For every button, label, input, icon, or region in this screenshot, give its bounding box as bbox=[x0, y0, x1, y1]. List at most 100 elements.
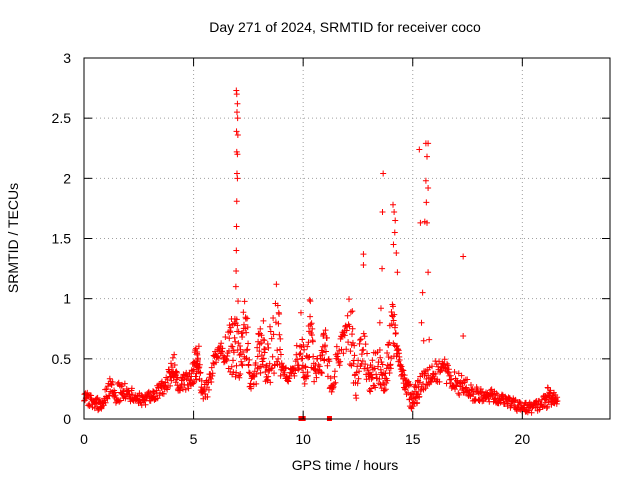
data-point bbox=[376, 346, 383, 353]
data-point bbox=[301, 346, 308, 353]
data-point bbox=[186, 370, 193, 377]
data-point bbox=[282, 364, 289, 371]
data-point bbox=[246, 370, 253, 377]
data-point bbox=[274, 347, 281, 354]
data-point bbox=[273, 358, 280, 365]
data-point bbox=[308, 320, 315, 327]
spike-data-point bbox=[232, 283, 239, 290]
spike-data-point bbox=[416, 146, 423, 153]
data-point bbox=[310, 353, 317, 360]
data-point bbox=[258, 340, 265, 347]
data-point bbox=[297, 350, 304, 357]
data-point bbox=[121, 380, 128, 387]
data-point bbox=[308, 332, 315, 339]
data-point bbox=[239, 362, 246, 369]
data-point bbox=[322, 342, 329, 349]
data-point bbox=[369, 364, 376, 371]
data-point bbox=[233, 369, 240, 376]
data-point bbox=[307, 298, 314, 305]
spike-data-point bbox=[391, 229, 398, 236]
data-point bbox=[318, 369, 325, 376]
data-point bbox=[388, 321, 395, 328]
spike-data-point bbox=[234, 115, 241, 122]
data-point bbox=[341, 332, 348, 339]
spike-data-point bbox=[379, 209, 386, 216]
data-point bbox=[267, 328, 274, 335]
data-point bbox=[416, 393, 423, 400]
data-point bbox=[261, 346, 268, 353]
data-point bbox=[194, 351, 201, 358]
data-point bbox=[347, 348, 354, 355]
data-point bbox=[268, 335, 275, 342]
data-point bbox=[332, 379, 339, 386]
data-point bbox=[238, 358, 245, 365]
spike-data-point bbox=[425, 269, 432, 276]
data-point bbox=[196, 361, 203, 368]
data-point bbox=[256, 348, 263, 355]
data-point bbox=[346, 323, 353, 330]
spike-data-point bbox=[379, 265, 386, 272]
data-point bbox=[231, 334, 238, 341]
data-point bbox=[154, 395, 161, 402]
data-point bbox=[392, 322, 399, 329]
y-axis-title: SRMTID / TECUs bbox=[5, 183, 21, 293]
chart-title: Day 271 of 2024, SRMTID for receiver coc… bbox=[209, 19, 481, 35]
data-point bbox=[554, 397, 561, 404]
data-point bbox=[260, 355, 267, 362]
data-point bbox=[422, 385, 429, 392]
data-point bbox=[226, 322, 233, 329]
data-point bbox=[233, 316, 240, 323]
data-point bbox=[265, 344, 272, 351]
data-point bbox=[277, 372, 284, 379]
x-tick-label: 0 bbox=[80, 431, 88, 447]
data-point bbox=[412, 395, 419, 402]
data-point bbox=[298, 365, 305, 372]
data-point bbox=[266, 323, 273, 330]
data-point bbox=[327, 375, 334, 382]
data-point bbox=[328, 388, 335, 395]
data-point bbox=[182, 386, 189, 393]
data-point bbox=[276, 346, 283, 353]
data-point bbox=[436, 378, 443, 385]
data-point bbox=[307, 321, 314, 328]
data-point bbox=[392, 329, 399, 336]
data-point bbox=[258, 332, 265, 339]
data-point bbox=[238, 361, 245, 368]
data-point bbox=[400, 367, 407, 374]
y-tick-label: 1 bbox=[63, 291, 71, 307]
data-point bbox=[246, 369, 253, 376]
data-point bbox=[172, 379, 179, 386]
data-point bbox=[511, 397, 518, 404]
grid-lines bbox=[84, 58, 610, 419]
data-point bbox=[376, 376, 383, 383]
data-point bbox=[257, 369, 264, 376]
data-point bbox=[342, 322, 349, 329]
data-point bbox=[277, 335, 284, 342]
data-point bbox=[369, 357, 376, 364]
data-point bbox=[254, 344, 261, 351]
spike-data-point bbox=[377, 305, 384, 312]
data-point bbox=[390, 317, 397, 324]
data-point bbox=[360, 330, 367, 337]
data-point bbox=[379, 361, 386, 368]
spike-data-point bbox=[391, 209, 398, 216]
data-point bbox=[436, 358, 443, 365]
data-point bbox=[268, 365, 275, 372]
data-point bbox=[270, 315, 277, 322]
data-point bbox=[350, 360, 357, 367]
data-point bbox=[276, 331, 283, 338]
data-point bbox=[97, 404, 104, 411]
data-point bbox=[275, 320, 282, 327]
data-point bbox=[239, 334, 246, 341]
data-point bbox=[244, 324, 251, 331]
data-point bbox=[102, 399, 109, 406]
spike-data-point bbox=[233, 109, 240, 116]
data-point bbox=[234, 322, 241, 329]
data-point bbox=[398, 363, 405, 370]
data-point bbox=[162, 379, 169, 386]
data-point bbox=[253, 370, 260, 377]
data-point bbox=[180, 376, 187, 383]
data-point bbox=[543, 404, 550, 411]
spike-data-point bbox=[233, 91, 240, 98]
